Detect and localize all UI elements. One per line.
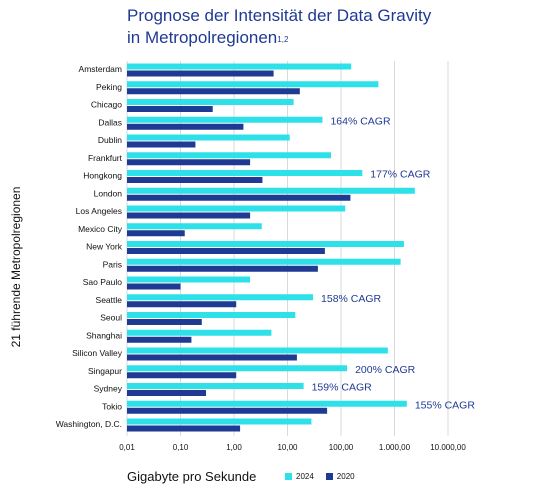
title-line-1: Prognose der Intensität der Data Gravity	[127, 6, 432, 25]
bar-seattle-2024	[127, 294, 314, 301]
category-label: Paris	[103, 259, 122, 269]
legend-swatch-2024	[285, 473, 292, 480]
bar-mexico-city-2020	[127, 230, 185, 237]
legend-swatch-2020	[325, 473, 333, 480]
category-label: Seoul	[100, 313, 122, 323]
legend-label-2024: 2024	[296, 472, 314, 481]
bar-frankfurt-2020	[127, 159, 251, 166]
bar-frankfurt-2024	[127, 152, 331, 159]
title-line-2: in Metropolregionen	[127, 28, 278, 47]
bar-tokio-2020	[127, 407, 328, 414]
x-tick-label: 1.000,00	[379, 443, 411, 452]
bar-silicon-valley-2020	[127, 354, 297, 361]
category-label: Peking	[96, 82, 122, 92]
x-tick-label: 100,00	[329, 443, 354, 452]
category-labels: Amsterdam Peking Chicago Dallas Dublin Frankf…	[56, 64, 123, 429]
x-tick-labels: 0,01 0,10 1,00 10,00 100,00 1.000,00 10.000,00	[119, 443, 466, 452]
category-label: London	[94, 188, 123, 198]
bar-london-2020	[127, 194, 351, 201]
x-axis-label: Gigabyte pro Sekunde	[127, 469, 257, 484]
x-tick-label: 0,10	[173, 443, 189, 452]
bar-tokio-2024	[127, 400, 407, 407]
bar-chicago-2020	[127, 106, 213, 112]
category-label: Chicago	[91, 100, 122, 110]
bar-dallas-2020	[127, 123, 244, 130]
bar-los-angeles-2024	[127, 205, 346, 212]
bar-chicago-2024	[127, 99, 294, 105]
bar-hongkong-2020	[127, 177, 263, 183]
bar-sao-paulo-2020	[127, 283, 181, 290]
category-label: Shanghai	[86, 330, 122, 340]
bar-hongkong-2024	[127, 170, 363, 176]
category-label: Los Angeles	[76, 206, 122, 216]
category-label: Washington, D.C.	[56, 419, 122, 429]
bar-london-2024	[127, 187, 415, 194]
bar-washington-d-c-2020	[127, 425, 241, 432]
bar-peking-2024	[127, 81, 379, 88]
chart-title: Prognose der Intensität der Data Gravity…	[127, 5, 431, 49]
bar-new-york-2024	[127, 241, 404, 247]
title-footnote-mark: 1,2	[277, 35, 289, 44]
category-label: Mexico City	[78, 224, 123, 234]
bar-los-angeles-2020	[127, 212, 251, 219]
bar-sao-paulo-2024	[127, 276, 251, 283]
category-label: Sydney	[94, 384, 123, 394]
cagr-annotation-hongkong: 177% CAGR	[370, 169, 431, 181]
bars	[127, 63, 415, 432]
category-label: Dublin	[98, 135, 122, 145]
legend-item-2020: 2020	[325, 472, 355, 481]
category-label: Hongkong	[83, 171, 122, 181]
x-tick-label: 10,00	[277, 443, 298, 452]
category-label: Tokio	[102, 401, 122, 411]
bar-sydney-2024	[127, 383, 304, 389]
x-tick-label: 1,00	[226, 443, 242, 452]
bar-amsterdam-2024	[127, 63, 352, 70]
bar-dublin-2020	[127, 141, 196, 148]
category-label: Silicon Valley	[72, 348, 123, 358]
bar-paris-2020	[127, 265, 318, 272]
x-tick-label: 0,01	[119, 443, 135, 452]
cagr-annotation-dallas: 164% CAGR	[330, 115, 391, 127]
bar-shanghai-2020	[127, 336, 192, 343]
bar-peking-2020	[127, 88, 300, 95]
bar-mexico-city-2024	[127, 223, 262, 230]
bar-amsterdam-2020	[127, 70, 274, 77]
bar-silicon-valley-2024	[127, 347, 388, 354]
bar-dublin-2024	[127, 134, 290, 141]
category-label: Seattle	[96, 295, 123, 305]
category-label: Singapur	[88, 366, 122, 376]
bar-shanghai-2024	[127, 329, 272, 336]
y-axis-label: 21 führende Metropolregionen	[9, 186, 23, 348]
legend-label-2020: 2020	[336, 472, 355, 481]
category-label: Amsterdam	[79, 64, 122, 74]
bar-seattle-2020	[127, 301, 237, 308]
x-tick-label: 10.000,00	[430, 443, 466, 452]
bar-paris-2024	[127, 258, 401, 265]
category-label: Sao Paulo	[83, 277, 122, 287]
bar-singapur-2020	[127, 372, 237, 379]
category-label: Frankfurt	[88, 153, 123, 163]
category-label: New York	[86, 242, 123, 252]
bar-new-york-2020	[127, 248, 325, 254]
bar-seoul-2020	[127, 319, 202, 325]
cagr-annotation-singapur: 200% CAGR	[355, 364, 416, 376]
bar-singapur-2024	[127, 365, 348, 372]
category-label: Dallas	[98, 117, 122, 127]
legend-item-2024: 2024	[285, 472, 314, 481]
bar-washington-d-c-2024	[127, 418, 312, 425]
bar-seoul-2024	[127, 312, 296, 318]
cagr-annotation-sydney: 159% CAGR	[312, 382, 373, 394]
cagr-annotation-seattle: 158% CAGR	[321, 293, 382, 305]
bar-sydney-2020	[127, 390, 207, 396]
cagr-annotation-tokio: 155% CAGR	[415, 399, 476, 411]
bar-dallas-2024	[127, 116, 323, 123]
cagr-annotations: 164% CAGR 177% CAGR 158% CAGR 200% CAGR 159%…	[312, 115, 476, 411]
legend: 2024 2020	[285, 472, 355, 481]
